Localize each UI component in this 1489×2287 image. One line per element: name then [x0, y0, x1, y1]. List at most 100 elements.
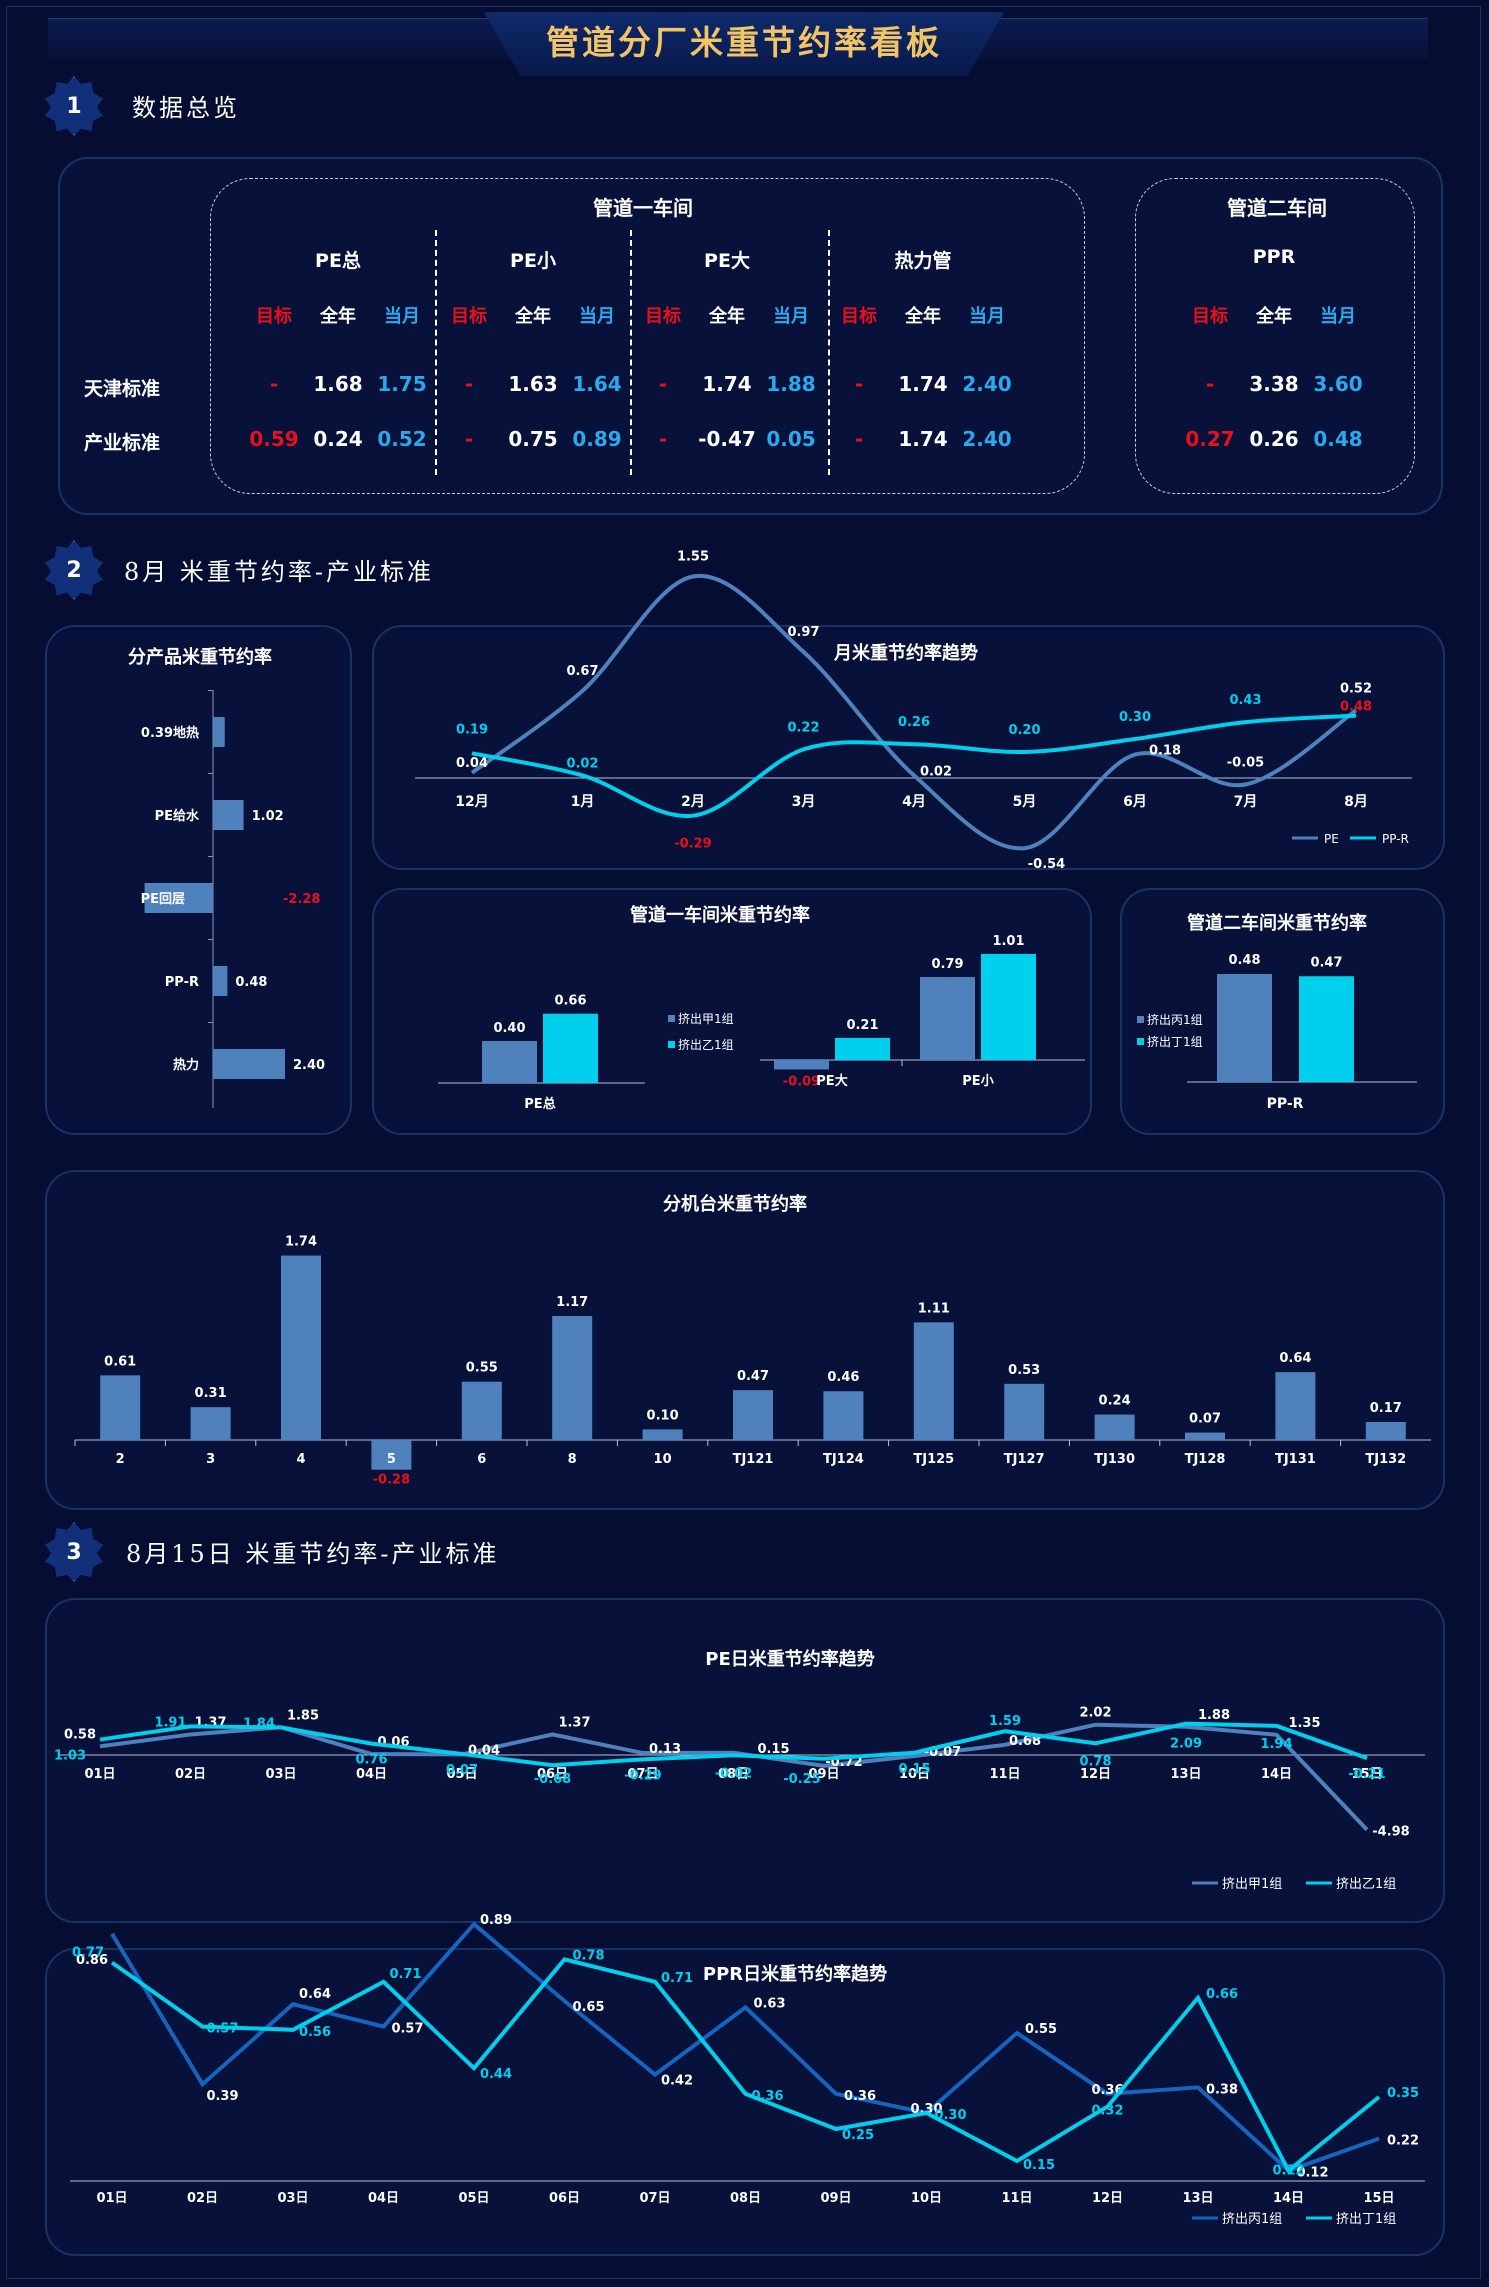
data-label: 0.21 — [846, 1018, 878, 1033]
bar — [1365, 1421, 1406, 1440]
x-tick-label: 05日 — [446, 1767, 477, 1782]
bar — [1299, 976, 1354, 1082]
bar — [981, 953, 1036, 1060]
data-label: 1.85 — [287, 1708, 319, 1723]
x-tick-label: 01日 — [84, 1767, 115, 1782]
legend-label: 挤出丁1组 — [1147, 1034, 1203, 1049]
group-name: PPR — [1252, 246, 1296, 268]
data-label: 0.57 — [206, 2022, 238, 2037]
legend-label: 挤出乙1组 — [678, 1037, 734, 1052]
month-value: 0.05 — [766, 427, 816, 451]
data-label: 0.19 — [456, 722, 488, 737]
tick-label: PE回层 — [141, 892, 185, 907]
year-value: 0.75 — [508, 427, 558, 451]
data-label: 0.36 — [751, 2089, 783, 2104]
x-tick-label: 02日 — [187, 2191, 218, 2206]
x-tick-label: 14日 — [1261, 1767, 1292, 1782]
workshop1-box — [210, 178, 1085, 494]
data-label: 0.48 — [1340, 700, 1372, 715]
data-label: 0.56 — [299, 2025, 331, 2040]
legend-swatch — [668, 1041, 675, 1048]
workshop2-box — [1135, 178, 1415, 494]
bar — [144, 883, 213, 913]
x-tick-label: 7月 — [1234, 794, 1258, 810]
data-label: 1.02 — [252, 809, 284, 824]
col-year-label: 全年 — [320, 306, 356, 327]
divider — [435, 230, 437, 475]
section-3-title: 8月15日 米重节约率-产业标准 — [126, 1540, 500, 1568]
series-line — [99, 1721, 1368, 1768]
x-tick-label: TJ128 — [1185, 1452, 1226, 1467]
bar — [913, 1322, 954, 1440]
col-target-label: 目标 — [841, 306, 877, 327]
data-label: 1.84 — [243, 1716, 275, 1731]
data-label: 0.47 — [1310, 955, 1342, 970]
row-label-industry: 产业标准 — [84, 432, 161, 454]
x-tick-label: 13日 — [1182, 2191, 1213, 2206]
bar — [1094, 1414, 1135, 1440]
data-label: 0.71 — [661, 1971, 693, 1986]
data-label: 0.97 — [787, 625, 819, 640]
data-label: 0.64 — [299, 1987, 331, 2002]
x-tick-label: 04日 — [356, 1767, 387, 1782]
bar — [543, 1013, 598, 1083]
x-tick-label: 09日 — [820, 2191, 851, 2206]
page-title: 管道分厂米重节约率看板 — [546, 23, 942, 62]
year-value: -0.47 — [698, 427, 756, 451]
data-label: 1.11 — [918, 1301, 950, 1316]
data-label: 2.09 — [1170, 1737, 1202, 1752]
year-value: 1.68 — [313, 372, 363, 396]
data-label: 0.13 — [649, 1742, 681, 1757]
month-value: 1.88 — [766, 372, 816, 396]
monthly-panel — [372, 625, 1445, 870]
data-label: 0.07 — [446, 1763, 478, 1778]
legend-swatch — [668, 1015, 675, 1022]
x-tick-label: 5 — [387, 1452, 396, 1467]
data-label: 0.30 — [934, 2108, 966, 2123]
month-value: 3.60 — [1313, 372, 1363, 396]
legend-label: 挤出甲1组 — [678, 1011, 734, 1026]
divider — [828, 230, 830, 475]
group-name: PE大 — [704, 250, 750, 272]
x-tick-label: TJ121 — [733, 1452, 774, 1467]
bar — [213, 800, 244, 830]
x-tick-label: 02日 — [175, 1767, 206, 1782]
pe-daily-title: PE日米重节约率趋势 — [705, 1649, 875, 1670]
x-tick-label: 06日 — [537, 1767, 568, 1782]
data-label: 0.24 — [1099, 1394, 1131, 1409]
data-label: -0.54 — [1028, 857, 1065, 872]
month-value: 0.52 — [377, 427, 427, 451]
data-label: 0.31 — [195, 1386, 227, 1401]
bar — [461, 1381, 502, 1440]
bar — [835, 1037, 890, 1060]
row-label-tianjin: 天津标准 — [84, 378, 161, 400]
data-label: 0.76 — [355, 1753, 387, 1768]
group-name: 热力管 — [894, 250, 952, 272]
data-label: 0.43 — [1229, 693, 1261, 708]
tick-label: 热力 — [173, 1057, 199, 1073]
x-tick-label: 6 — [477, 1452, 486, 1467]
data-label: -0.21 — [1348, 1767, 1385, 1782]
x-tick-label: 10日 — [899, 1767, 930, 1782]
x-tick-label: 07日 — [639, 2191, 670, 2206]
data-label: 0.12 — [1272, 2164, 1304, 2179]
data-label: -4.98 — [1372, 1825, 1409, 1840]
year-value: 1.74 — [898, 372, 948, 396]
data-label: 1.94 — [1260, 1737, 1292, 1752]
x-tick-label: 08日 — [730, 2191, 761, 2206]
x-tick-label: 4 — [296, 1452, 305, 1467]
x-tick-label: 3 — [206, 1452, 215, 1467]
legend-label: 挤出甲1组 — [1222, 1877, 1282, 1892]
data-label: 1.01 — [992, 934, 1024, 949]
x-tick-label: 10日 — [911, 2191, 942, 2206]
data-label: 0.79 — [931, 957, 963, 972]
x-tick-label: PE小 — [962, 1074, 993, 1089]
dashboard-frame — [6, 6, 1481, 2279]
data-label: -0.09 — [783, 1074, 820, 1089]
col-month-label: 当月 — [773, 306, 809, 327]
data-label: 0.42 — [661, 2074, 693, 2089]
bar — [1275, 1372, 1316, 1440]
data-label: -0.25 — [783, 1772, 820, 1787]
data-label: 0.78 — [572, 1948, 604, 1963]
